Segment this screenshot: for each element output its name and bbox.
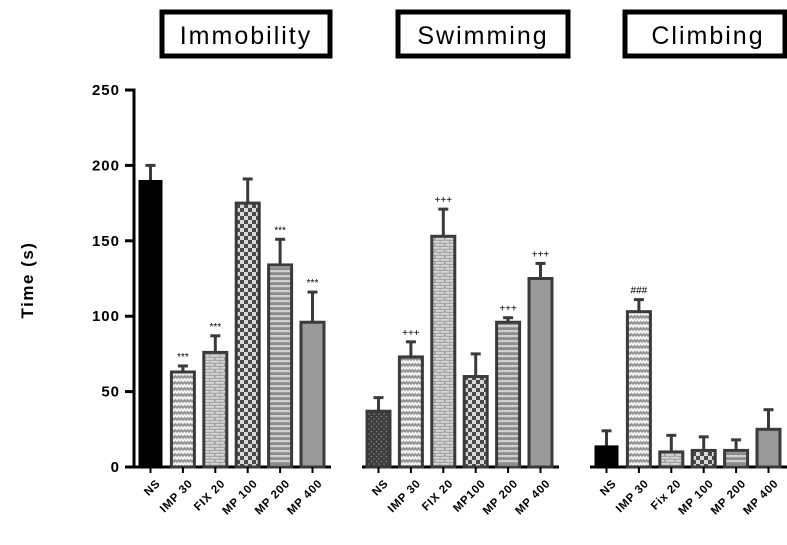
bars: *** *** *** *** +++ +++ +++ +++ ### — [134, 163, 787, 473]
bar — [625, 310, 652, 469]
x-category-label: IMP 30 — [614, 478, 651, 515]
bar — [658, 450, 685, 469]
x-category-label: MP 400 — [285, 478, 325, 518]
x-category-label: MP 400 — [513, 478, 553, 518]
y-tick-label: 50 — [101, 384, 120, 401]
x-category-label: IMP 30 — [158, 478, 195, 515]
x-category-label: NS — [598, 478, 619, 499]
bar — [527, 277, 554, 469]
bar — [169, 370, 196, 469]
significance-label: *** — [209, 322, 221, 333]
bar — [594, 445, 619, 468]
significance-label: +++ — [532, 249, 550, 260]
x-category-label: FIX 20 — [420, 478, 456, 514]
group-title-immobility: Immobility — [180, 22, 313, 50]
x-category-label: IMP 30 — [386, 478, 423, 515]
bar — [267, 263, 294, 469]
y-tick-label: 0 — [111, 459, 120, 476]
bar — [299, 320, 326, 469]
y-tick-label: 150 — [92, 233, 120, 250]
bar — [755, 427, 782, 469]
bar — [462, 375, 489, 469]
y-tick-label: 250 — [92, 82, 120, 99]
bar — [495, 320, 522, 469]
significance-label: +++ — [402, 328, 420, 339]
significance-label: *** — [177, 352, 189, 363]
bar — [723, 448, 750, 469]
y-axis: 0 50 100 150 200 250 — [92, 82, 136, 476]
bar — [430, 234, 457, 469]
x-category-label: NS — [142, 478, 163, 499]
x-category-label: MP 400 — [741, 478, 781, 518]
group-title-climbing: Climbing — [651, 22, 764, 50]
bar — [397, 355, 424, 469]
group-title-swimming: Swimming — [417, 22, 548, 50]
y-tick-label: 100 — [92, 308, 120, 325]
bar — [234, 201, 261, 469]
significance-label: ### — [631, 286, 648, 297]
significance-label: +++ — [435, 195, 453, 206]
x-category-label: NS — [370, 478, 391, 499]
significance-label: +++ — [499, 304, 517, 315]
group-title-box-3: Climbing — [622, 9, 787, 59]
bar — [138, 179, 163, 468]
bar — [365, 409, 392, 469]
y-axis-title: Time (s) — [18, 242, 37, 319]
significance-label: *** — [274, 225, 286, 236]
group-title-box-2: Swimming — [395, 9, 571, 59]
significance-label: *** — [307, 278, 319, 289]
bar — [690, 448, 717, 469]
bar — [202, 350, 229, 469]
group-title-box-1: Immobility — [159, 9, 333, 59]
y-tick-label: 200 — [92, 157, 120, 174]
